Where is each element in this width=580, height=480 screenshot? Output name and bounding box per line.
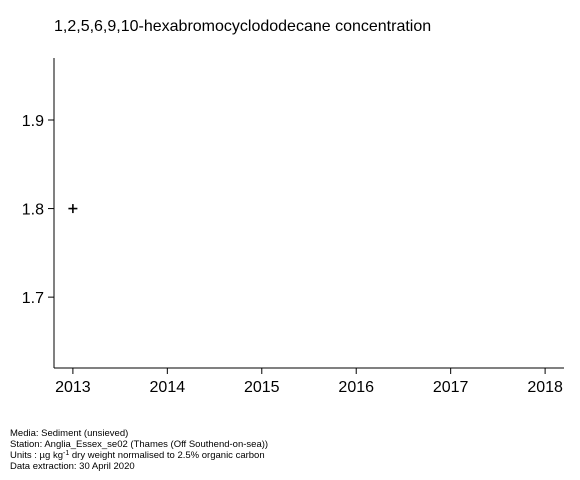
y-tick-label: 1.7 <box>22 290 44 307</box>
x-tick-label: 2018 <box>527 379 563 396</box>
x-tick-label: 2015 <box>244 379 280 396</box>
footer-station: Station: Anglia_Essex_se02 (Thames (Off … <box>10 439 269 450</box>
footer-units-suffix: dry weight normalised to 2.5% organic ca… <box>69 450 265 461</box>
x-tick-label: 2014 <box>150 379 186 396</box>
data-point-plus-marker <box>68 204 78 214</box>
footer-units: Units : µg kg-1 dry weight normalised to… <box>10 450 268 461</box>
chart-footer: Media: Sediment (unsieved) Station: Angl… <box>10 428 268 472</box>
x-tick-label: 2017 <box>433 379 469 396</box>
y-tick-label: 1.8 <box>22 202 44 219</box>
footer-units-sup: -1 <box>63 450 70 457</box>
footer-units-prefix: Units : µg kg <box>10 450 63 461</box>
y-tick-label: 1.9 <box>22 113 44 130</box>
x-tick-label: 2013 <box>55 379 91 396</box>
footer-extraction: Data extraction: 30 April 2020 <box>10 461 135 472</box>
chart-title: 1,2,5,6,9,10-hexabromocyclododecane conc… <box>54 18 432 35</box>
x-tick-label: 2016 <box>338 379 374 396</box>
footer-media: Media: Sediment (unsieved) <box>10 428 129 439</box>
